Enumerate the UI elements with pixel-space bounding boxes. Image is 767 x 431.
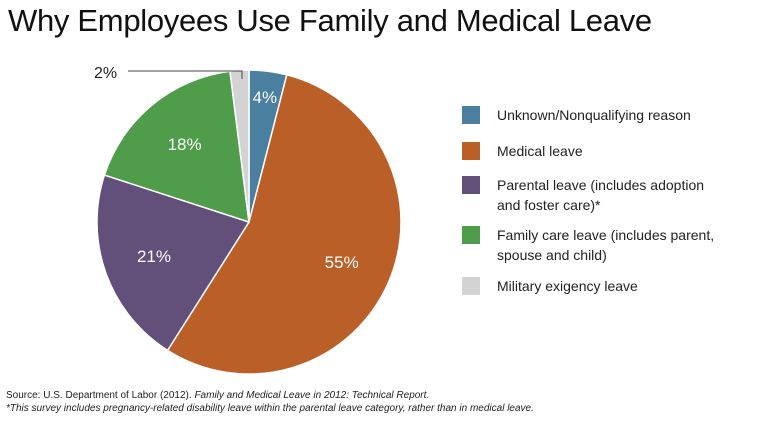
legend-item-military: Military exigency leave xyxy=(462,276,747,296)
slice-label-family-care: 18% xyxy=(168,135,202,154)
legend-label: Unknown/Nonqualifying reason xyxy=(497,107,691,123)
slice-label-unknown: 4% xyxy=(253,88,278,107)
source-footnote: *This survey includes pregnancy-related … xyxy=(6,403,534,414)
legend-label: Military exigency leave xyxy=(497,278,638,294)
legend-swatch xyxy=(462,142,480,160)
callout-label: 2% xyxy=(94,65,117,82)
legend-item-family-care: Family care leave (includes parent, spou… xyxy=(462,225,737,265)
legend-item-medical: Medical leave xyxy=(462,141,747,161)
pie-slice-parental xyxy=(96,174,251,352)
source-report-title: Family and Medical Leave in 2012: Techni… xyxy=(194,390,430,401)
pie-slice-medical xyxy=(166,73,402,375)
pie-slice-family-care xyxy=(103,70,250,224)
slice-label-medical: 55% xyxy=(325,253,359,272)
slice-label-parental: 21% xyxy=(137,247,171,266)
pie-slice-labels: 4% 55% 21% 18% xyxy=(137,88,359,272)
source-note: Source: U.S. Department of Labor (2012).… xyxy=(6,389,761,415)
legend-label: Medical leave xyxy=(497,143,583,159)
source-prefix: Source: U.S. Department of Labor (2012). xyxy=(6,390,195,401)
legend-label: Parental leave (includes adoption and fo… xyxy=(497,177,705,213)
legend-label: Family care leave (includes parent, spou… xyxy=(497,227,715,263)
legend-swatch xyxy=(462,226,480,244)
callout-leader-line xyxy=(128,70,243,79)
legend-swatch xyxy=(462,176,480,194)
legend-swatch xyxy=(462,277,480,295)
pie-slices xyxy=(96,69,402,375)
source-citation: Source: U.S. Department of Labor (2012).… xyxy=(6,389,761,402)
legend-swatch xyxy=(462,106,480,124)
callout-group: 2% xyxy=(94,65,243,82)
legend-item-unknown: Unknown/Nonqualifying reason xyxy=(462,105,747,125)
chart-title: Why Employees Use Family and Medical Lea… xyxy=(8,3,652,38)
legend-item-parental: Parental leave (includes adoption and fo… xyxy=(462,175,727,215)
